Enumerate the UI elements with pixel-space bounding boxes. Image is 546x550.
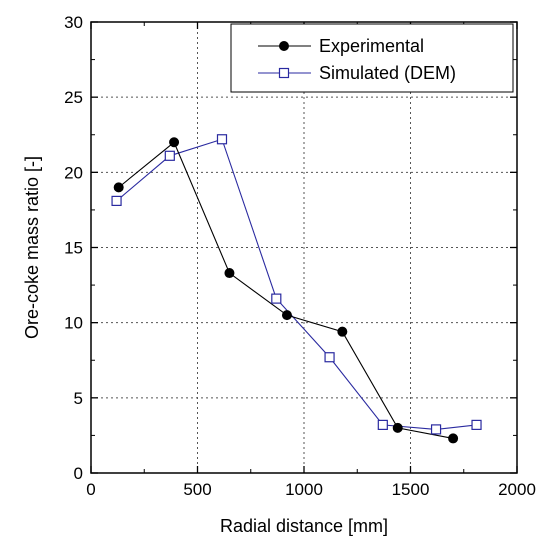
y-tick-label: 15: [64, 239, 83, 258]
y-tick-label: 25: [64, 88, 83, 107]
x-tick-label: 2000: [498, 480, 536, 499]
data-point-0-5: [392, 422, 403, 433]
data-point-1-5: [377, 419, 388, 430]
data-point-1-3: [271, 293, 282, 304]
series-layer: [111, 134, 482, 444]
data-point-0-2: [224, 268, 235, 279]
series-line-0: [118, 141, 454, 439]
data-point-1-2: [216, 134, 228, 145]
y-axis-label: Ore-coke mass ratio [-]: [22, 156, 42, 339]
y-tick-label: 20: [64, 163, 83, 182]
legend: Experimental Simulated (DEM): [230, 23, 514, 93]
legend-marker-1: [278, 67, 290, 79]
data-point-0-4: [337, 326, 348, 337]
y-tick-label: 5: [74, 389, 83, 408]
x-tick-label: 1000: [285, 480, 323, 499]
x-tick-label: 500: [183, 480, 211, 499]
x-tick-label: 1500: [392, 480, 430, 499]
data-point-1-4: [324, 352, 335, 363]
x-tick-label: 0: [86, 480, 95, 499]
data-point-1-6: [430, 424, 442, 435]
legend-label-1: Simulated (DEM): [319, 63, 456, 83]
data-point-0-1: [169, 137, 180, 148]
data-point-0-0: [113, 182, 124, 193]
data-point-1-0: [111, 195, 122, 206]
series-line-1: [116, 138, 477, 430]
legend-label-0: Experimental: [319, 36, 424, 56]
y-tick-label: 30: [64, 13, 83, 32]
data-point-1-1: [164, 150, 175, 161]
y-tick-label: 0: [74, 464, 83, 483]
y-tick-label: 10: [64, 314, 83, 333]
grid-lines: [91, 22, 517, 473]
data-point-1-7: [471, 419, 482, 430]
tick-labels: 0 500 1000 1500 2000 0 5 10 15 20 25 30: [64, 13, 536, 499]
legend-marker-0: [279, 41, 289, 51]
data-point-0-6: [448, 433, 459, 444]
data-point-0-3: [281, 310, 292, 321]
axis-ticks: [90, 21, 518, 474]
legend-box: [230, 23, 514, 93]
x-axis-label: Radial distance [mm]: [220, 516, 388, 536]
